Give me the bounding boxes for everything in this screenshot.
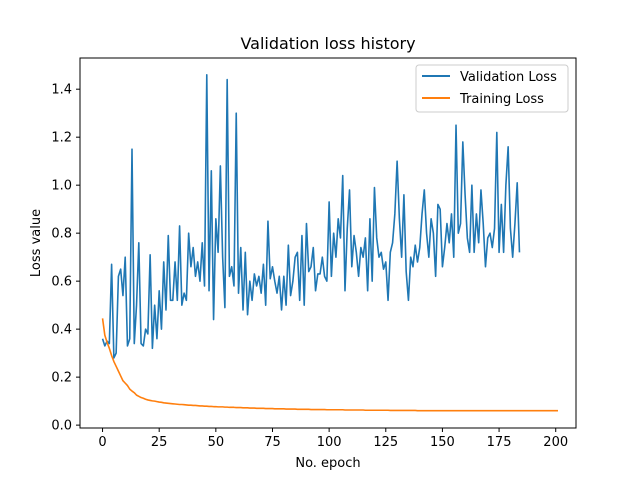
y-tick-label: 1.2 xyxy=(51,131,72,146)
axes-frame xyxy=(79,57,577,429)
y-axis-label: Loss value xyxy=(29,209,44,277)
plot-area: 0 25 50 75 100 125 150 175 200 0.0 0.2 0.4 0.6 0.8 1.… xyxy=(51,57,577,450)
x-axis-label: No. epoch xyxy=(295,456,360,471)
series-layer xyxy=(101,74,558,412)
x-tick-label: 50 xyxy=(208,435,225,450)
x-tick-label: 100 xyxy=(317,435,342,450)
legend-label-training: Training Loss xyxy=(459,92,544,107)
x-tick-label: 0 xyxy=(98,435,106,450)
x-tick-label: 200 xyxy=(543,435,568,450)
y-tick-label: 1.4 xyxy=(51,83,72,98)
y-tick-label: 0.2 xyxy=(51,371,72,386)
x-tick-label: 150 xyxy=(430,435,455,450)
y-tick-label: 0.6 xyxy=(51,275,72,290)
series-line-validation xyxy=(101,74,521,359)
x-axis: 0 25 50 75 100 125 150 175 200 xyxy=(98,428,568,450)
y-tick-label: 1.0 xyxy=(51,179,72,194)
y-tick-label: 0.4 xyxy=(51,323,72,338)
y-tick-label: 0.0 xyxy=(51,419,72,434)
series-line-training xyxy=(101,318,558,412)
x-tick-label: 125 xyxy=(373,435,398,450)
x-tick-label: 175 xyxy=(487,435,512,450)
legend-label-validation: Validation Loss xyxy=(460,70,557,85)
x-tick-label: 75 xyxy=(264,435,281,450)
chart-title: Validation loss history xyxy=(240,34,415,53)
legend: Validation Loss Training Loss xyxy=(415,64,569,113)
y-tick-label: 0.8 xyxy=(51,227,72,242)
y-axis: 0.0 0.2 0.4 0.6 0.8 1.0 1.2 1.4 xyxy=(51,83,80,434)
x-tick-label: 25 xyxy=(151,435,168,450)
legend-box xyxy=(415,64,569,113)
